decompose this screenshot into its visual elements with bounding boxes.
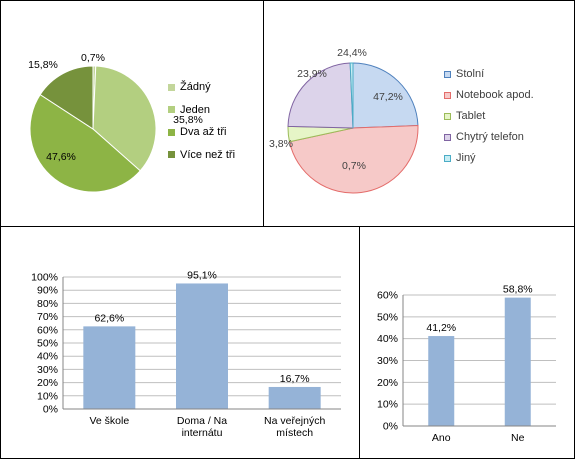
pie-label-count-2: 47,6%	[46, 151, 76, 163]
pie-label-devices-0: 24,4%	[337, 47, 367, 59]
legend-label: Chytrý telefon	[456, 131, 524, 143]
y-tick-label: 10%	[377, 399, 398, 411]
pie-label-count-3: 15,8%	[28, 59, 58, 71]
legend-swatch	[444, 154, 451, 162]
y-tick-label: 20%	[377, 377, 398, 389]
pie-slice-devices-1	[288, 125, 419, 194]
pie-label-devices-2: 3,8%	[269, 138, 293, 150]
y-tick-label: 60%	[377, 290, 398, 302]
legend-swatch	[444, 91, 451, 99]
pie-slice-devices-3	[287, 62, 354, 129]
bar-panel-yesno: 0% 10% 20% 30% 40% 50% 60% 41,2% Ano 58,8% Ne	[359, 226, 575, 459]
legend-item-count-0: Žádný	[168, 81, 235, 93]
legend-swatch	[168, 128, 175, 136]
y-tick-label: 90%	[37, 285, 58, 297]
legend-swatch	[444, 133, 451, 141]
legend-item-devices-1: Notebook apod.	[444, 89, 534, 101]
bar-yesno-0	[428, 336, 455, 426]
legend-swatch	[168, 151, 175, 158]
legend-item-devices-4: Jiný	[444, 152, 534, 164]
legend-label: Více než tři	[180, 148, 236, 161]
y-tick-label: 100%	[31, 272, 58, 284]
pie-slice-count-3	[39, 65, 94, 130]
pie-label-count-0: 0,7%	[81, 52, 105, 64]
pie-label-devices-3: 23,9%	[297, 68, 327, 80]
pie-label-count-1: 35,8%	[173, 114, 203, 126]
legend-item-devices-0: Stolní	[444, 68, 534, 80]
legend-item-count-2: Dva až tři	[168, 126, 235, 138]
bar-chart-location: 0% 10%20%30%40%50% 60%70%80%90%100% 62,6% Ve…	[31, 269, 341, 439]
pie-slice-count-2	[29, 93, 141, 193]
bar-chart-yesno: 0% 10% 20% 30% 40% 50% 60% 41,2% Ano 58,8% Ne	[377, 284, 556, 444]
pie-panel-count: 0,7% 35,8% 47,6% 15,8% Žádný Jeden Dva až tři…	[0, 0, 264, 227]
bar-panel-location: 0% 10% 20% 30% 40% 50% 60% 70% 80% 90% 100% 62,6% Ve…	[0, 226, 360, 459]
bar-value-label: 58,8%	[503, 284, 533, 296]
pie-slice-count-1	[92, 65, 157, 172]
legend-item-devices-2: Tablet	[444, 110, 534, 122]
legend-swatch	[444, 70, 451, 78]
pie-chart-count: 0,7% 35,8% 47,6% 15,8%	[28, 52, 203, 193]
y-tick-label: 30%	[377, 355, 398, 367]
y-tick-label: 0%	[43, 404, 58, 416]
pie-label-devices-1: 47,2%	[373, 91, 403, 103]
y-tick-label: 80%	[37, 298, 58, 310]
legend-label: Notebook apod.	[456, 89, 534, 101]
y-tick-label: 40%	[377, 333, 398, 345]
legend-item-count-1: Jeden	[168, 104, 235, 116]
bar-value-label: 41,2%	[426, 322, 456, 334]
y-tick-label: 30%	[37, 364, 58, 376]
y-tick-label: 0%	[383, 421, 398, 433]
y-tick-label: 20%	[37, 377, 58, 389]
x-tick-label-yesno-1: Ne	[511, 432, 525, 444]
legend-swatch	[168, 106, 175, 113]
bar-yesno-1	[504, 297, 531, 426]
pie-slice-devices-4	[349, 62, 354, 129]
legend-devices: Stolní Notebook apod. Tablet Chytrý telefon…	[444, 68, 534, 173]
pie-chart-devices: 24,4% 47,2% 3,8% 23,9% 0,7%	[269, 47, 419, 194]
legend-label: Jiný	[456, 152, 476, 164]
y-tick-label: 10%	[37, 390, 58, 402]
bar-value-label: 62,6%	[94, 312, 124, 324]
legend-label: Stolní	[456, 68, 485, 80]
legend-label: Jeden	[180, 103, 210, 116]
x-tick-label-yesno-0: Ano	[432, 432, 451, 444]
y-tick-label: 70%	[37, 311, 58, 323]
bar-location-0	[83, 326, 136, 409]
pie-panel-devices: 24,4% 47,2% 3,8% 23,9% 0,7% Stolní Notebook a…	[263, 0, 575, 227]
legend-label: Dva až tři	[180, 126, 227, 138]
legend-item-count-3: Více než tři	[168, 149, 235, 161]
y-tick-label: 40%	[37, 351, 58, 363]
pie-slice-devices-0	[352, 62, 419, 129]
legend-label: Žádný	[180, 81, 211, 93]
bar-value-label: 16,7%	[280, 373, 310, 385]
legend-label: Tablet	[456, 110, 486, 122]
legend-swatch	[168, 83, 175, 91]
bar-value-label: 95,1%	[187, 269, 217, 281]
pie-label-devices-4: 0,7%	[342, 160, 366, 172]
legend-swatch	[444, 112, 451, 120]
legend-item-devices-3: Chytrý telefon	[444, 131, 534, 143]
x-tick-label-location-1: Doma / Na internátu	[177, 415, 227, 439]
x-tick-label-location-0: Ve škole	[89, 415, 129, 427]
bar-location-1	[176, 283, 228, 409]
legend-count: Žádný Jeden Dva až tři Více než tři	[168, 81, 235, 171]
x-tick-label-location-2: Na veřejných místech	[264, 415, 325, 439]
y-tick-label: 50%	[377, 311, 398, 323]
bar-location-2	[268, 386, 321, 409]
y-tick-label: 60%	[37, 324, 58, 336]
y-tick-label: 50%	[37, 338, 58, 350]
